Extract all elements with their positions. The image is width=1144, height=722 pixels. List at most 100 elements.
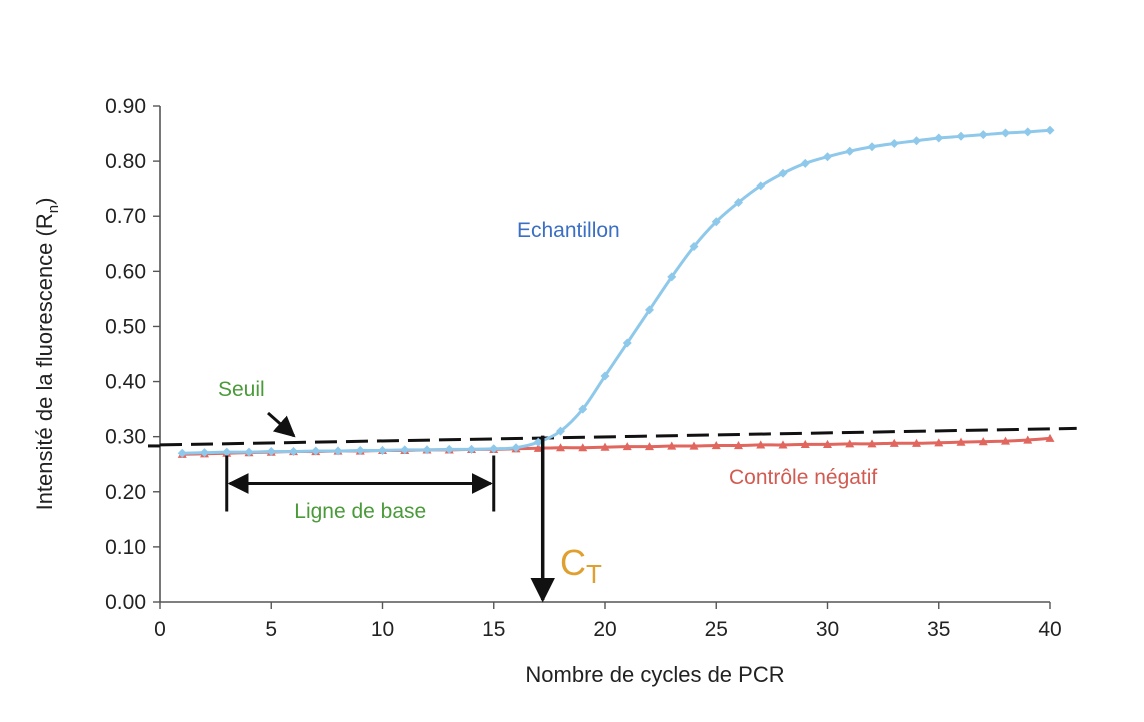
data-point-echantillon [711,217,721,227]
data-point-controle-negatif [600,442,610,451]
data-point-echantillon [934,133,944,143]
data-point-echantillon [311,446,321,456]
y-axis-title-sub: n [45,205,62,213]
data-point-echantillon [956,131,966,141]
x-tick-label: 5 [265,618,277,641]
y-tick-label: 0.20 [105,481,146,504]
threshold-pointer-arrow [267,411,296,438]
data-point-controle-negatif [689,441,699,450]
y-tick-label: 0.70 [105,205,146,228]
data-point-echantillon [778,168,788,178]
data-point-controle-negatif [912,438,921,447]
x-tick-label: 25 [705,618,728,641]
data-point-controle-negatif [867,439,877,448]
data-point-controle-negatif [956,437,966,446]
ct-label: CT [560,542,602,589]
data-point-controle-negatif [667,441,677,450]
data-point-controle-negatif [578,443,588,452]
series-line-echantillon [182,128,1051,455]
data-point-controle-negatif [889,438,899,447]
data-point-echantillon [978,130,988,140]
data-point-echantillon [222,447,232,457]
data-point-echantillon [177,448,187,458]
series-layer [177,125,1055,458]
data-point-controle-negatif [1023,435,1033,444]
data-point-echantillon [1023,127,1033,137]
x-axis-ticks: 0 5 10 15 20 25 30 35 40 [154,602,1062,641]
y-tick-label: 0.30 [105,426,146,449]
data-point-echantillon [333,446,343,456]
data-point-echantillon [800,158,810,168]
x-tick-label: 0 [154,618,166,641]
y-tick-label: 0.90 [105,95,146,118]
data-point-echantillon [289,447,298,457]
data-point-echantillon [756,181,766,191]
data-point-echantillon [444,444,454,454]
data-point-controle-negatif [778,440,788,449]
y-tick-label: 0.40 [105,371,146,394]
data-point-controle-negatif [556,443,565,452]
data-point-echantillon [533,437,543,447]
data-point-controle-negatif [800,439,810,448]
data-point-echantillon [889,138,899,148]
y-tick-label: 0.50 [105,315,146,338]
data-point-controle-negatif [734,440,743,450]
data-point-echantillon [622,338,632,348]
threshold-label: Seuil [218,378,265,401]
data-point-echantillon [1045,125,1055,135]
y-tick-label: 0.10 [105,536,146,559]
data-point-echantillon [266,447,276,457]
series-label-controle-negatif: Contrôle négatif [729,466,877,489]
data-point-controle-negatif [1001,436,1010,445]
data-point-echantillon [467,444,476,454]
data-point-controle-negatif [1045,433,1055,442]
x-tick-label: 15 [482,618,505,641]
data-point-echantillon [489,444,499,454]
y-axis-title-end: ) [32,198,57,205]
data-point-controle-negatif [934,438,944,447]
threshold-line [159,426,1077,447]
data-point-controle-negatif [845,439,855,448]
data-point-echantillon [867,142,877,152]
baseline-label: Ligne de base [294,500,426,523]
y-tick-label: 0.80 [105,150,146,173]
data-point-echantillon [244,447,254,457]
data-point-echantillon [734,197,743,207]
ct-label-sub: T [586,559,602,589]
y-tick-label: 0.00 [105,591,146,614]
data-point-controle-negatif [622,442,632,451]
annotations [225,411,555,603]
data-point-echantillon [823,152,832,162]
data-point-controle-negatif [823,439,832,448]
data-point-echantillon [200,448,209,458]
data-point-echantillon [378,445,387,455]
x-tick-label: 35 [927,618,950,641]
data-point-controle-negatif [645,442,654,451]
data-point-echantillon [556,426,565,436]
data-point-echantillon [400,445,410,455]
axes [159,106,1050,603]
y-tick-label: 0.60 [105,260,146,283]
data-point-echantillon [689,242,699,252]
data-point-echantillon [600,371,610,381]
x-tick-label: 30 [816,618,839,641]
data-point-controle-negatif [756,440,766,449]
y-axis-title: Intensité de la fluorescence (Rn) [32,198,62,511]
data-point-echantillon [645,305,654,315]
data-point-echantillon [845,146,855,156]
y-axis-ticks: 0.00 0.10 0.20 0.30 0.40 0.50 0.60 0.70 0.80 0.90 [105,95,160,614]
data-point-echantillon [511,443,521,453]
x-tick-label: 40 [1038,618,1061,641]
threshold-layer [148,426,1077,448]
data-point-echantillon [355,445,365,455]
x-axis-title: Nombre de cycles de PCR [525,662,784,687]
ct-label-main: C [560,542,586,583]
series-label-echantillon: Echantillon [517,219,620,242]
x-tick-label: 20 [593,618,616,641]
data-point-echantillon [912,136,921,146]
data-point-echantillon [667,272,677,282]
data-point-echantillon [1001,128,1010,138]
data-point-controle-negatif [533,443,543,452]
data-point-echantillon [578,404,588,414]
